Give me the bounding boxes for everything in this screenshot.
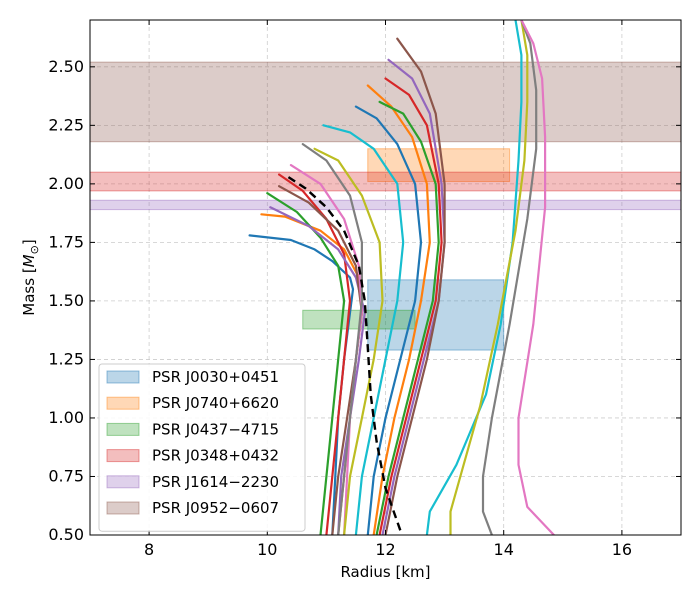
curve-olive	[313, 147, 384, 535]
curve-red	[278, 173, 352, 535]
x-tick-label: 10	[257, 540, 277, 559]
band-psr-j0348-0432	[89, 171, 682, 192]
y-tick-label: 2.50	[48, 57, 84, 76]
legend-swatch	[106, 501, 140, 515]
band-psr-j1614-2230	[89, 199, 682, 211]
x-tick-label: 14	[494, 540, 514, 559]
legend-swatch	[106, 475, 140, 489]
legend-label: PSR J0952−0607	[152, 499, 279, 517]
y-tick-label: 1.25	[48, 349, 84, 368]
curve-olive-2	[449, 20, 529, 535]
legend-swatch	[106, 422, 140, 436]
legend-label: PSR J0030+0451	[152, 368, 279, 386]
y-axis-label-suffix: ]	[20, 239, 38, 245]
legend-box	[98, 363, 306, 532]
x-tick-label: 12	[375, 540, 395, 559]
y-tick-label: 2.00	[48, 174, 84, 193]
curve-pink	[289, 164, 363, 535]
y-axis-label-subscript: ⊙	[28, 245, 41, 254]
x-axis-label: Radius [km]	[340, 563, 430, 581]
eos-curves	[248, 20, 556, 535]
legend-swatch	[106, 370, 140, 384]
curve-gray	[301, 143, 363, 535]
y-tick-label: 2.25	[48, 115, 84, 134]
curve-black-dashed	[287, 175, 402, 531]
legend: PSR J0030+0451 PSR J0740+6620 PSR J0437−47…	[98, 363, 306, 532]
curve-pink-2	[517, 20, 556, 535]
curve-red-2	[378, 77, 443, 535]
legend-label: PSR J1614−2230	[152, 473, 279, 491]
legend-label: PSR J0348+0432	[152, 447, 279, 465]
x-tick-label: 8	[144, 540, 154, 559]
axis-ticks: 8 10 12 14 16 0.50 0.75 1.00 1.25 1.50 1.75 2.00 2.2…	[48, 20, 681, 559]
legend-label: PSR J0740+6620	[152, 394, 279, 412]
y-axis-label-prefix: Mass [	[20, 267, 38, 315]
curve-brown-2	[384, 37, 446, 535]
curve-orange-2	[366, 84, 431, 535]
legend-label: PSR J0437−4715	[152, 420, 279, 438]
curve-green	[266, 192, 346, 535]
y-axis-label: Mass [M⊙]	[20, 239, 41, 315]
y-tick-label: 1.75	[48, 232, 84, 251]
x-tick-label: 16	[612, 540, 632, 559]
y-tick-label: 0.50	[48, 525, 84, 544]
curve-gray-2	[481, 20, 538, 535]
plot-area	[248, 20, 556, 535]
y-tick-label: 0.75	[48, 466, 84, 485]
curve-blue-2	[354, 105, 423, 535]
curve-cyan	[322, 124, 405, 535]
curve-green-2	[375, 100, 440, 535]
y-tick-label: 1.50	[48, 291, 84, 310]
legend-swatch	[106, 449, 140, 463]
y-axis-label-symbol: M	[20, 254, 38, 267]
legend-swatch	[106, 396, 140, 410]
y-tick-label: 1.00	[48, 408, 84, 427]
